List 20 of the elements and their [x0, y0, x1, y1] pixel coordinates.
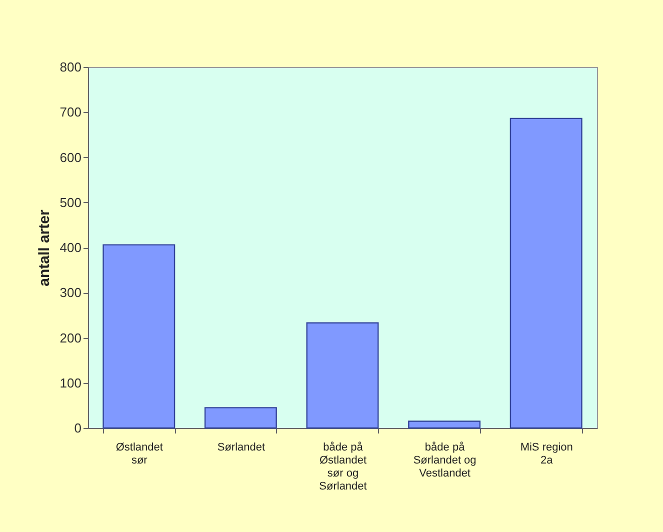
bar	[306, 322, 379, 429]
y-tick-label: 200	[60, 330, 82, 346]
y-tick-label: 800	[60, 60, 82, 74]
y-tick-label: 400	[60, 240, 82, 255]
x-tick-label: Østlandet sør	[116, 442, 163, 466]
x-tick-label: både på Østlandet sør og Sørlandet	[319, 442, 367, 492]
x-tick-label: både på Sørlandet og Vestlandet	[413, 442, 476, 480]
y-tick-label: 700	[60, 104, 82, 120]
bar	[204, 407, 277, 429]
bar	[510, 118, 582, 429]
y-tick-label: 600	[60, 150, 82, 165]
x-tick-label: Sørlandet	[217, 442, 266, 454]
y-tick-label: 500	[60, 194, 82, 210]
x-tick-label: MiS region 2a	[520, 442, 573, 466]
bar	[408, 420, 481, 429]
y-axis-title: antall arter	[36, 209, 53, 286]
bar	[102, 244, 176, 429]
y-tick-label: 0	[74, 420, 82, 436]
y-tick-label: 300	[60, 285, 82, 300]
y-tick-label: 100	[60, 375, 82, 390]
